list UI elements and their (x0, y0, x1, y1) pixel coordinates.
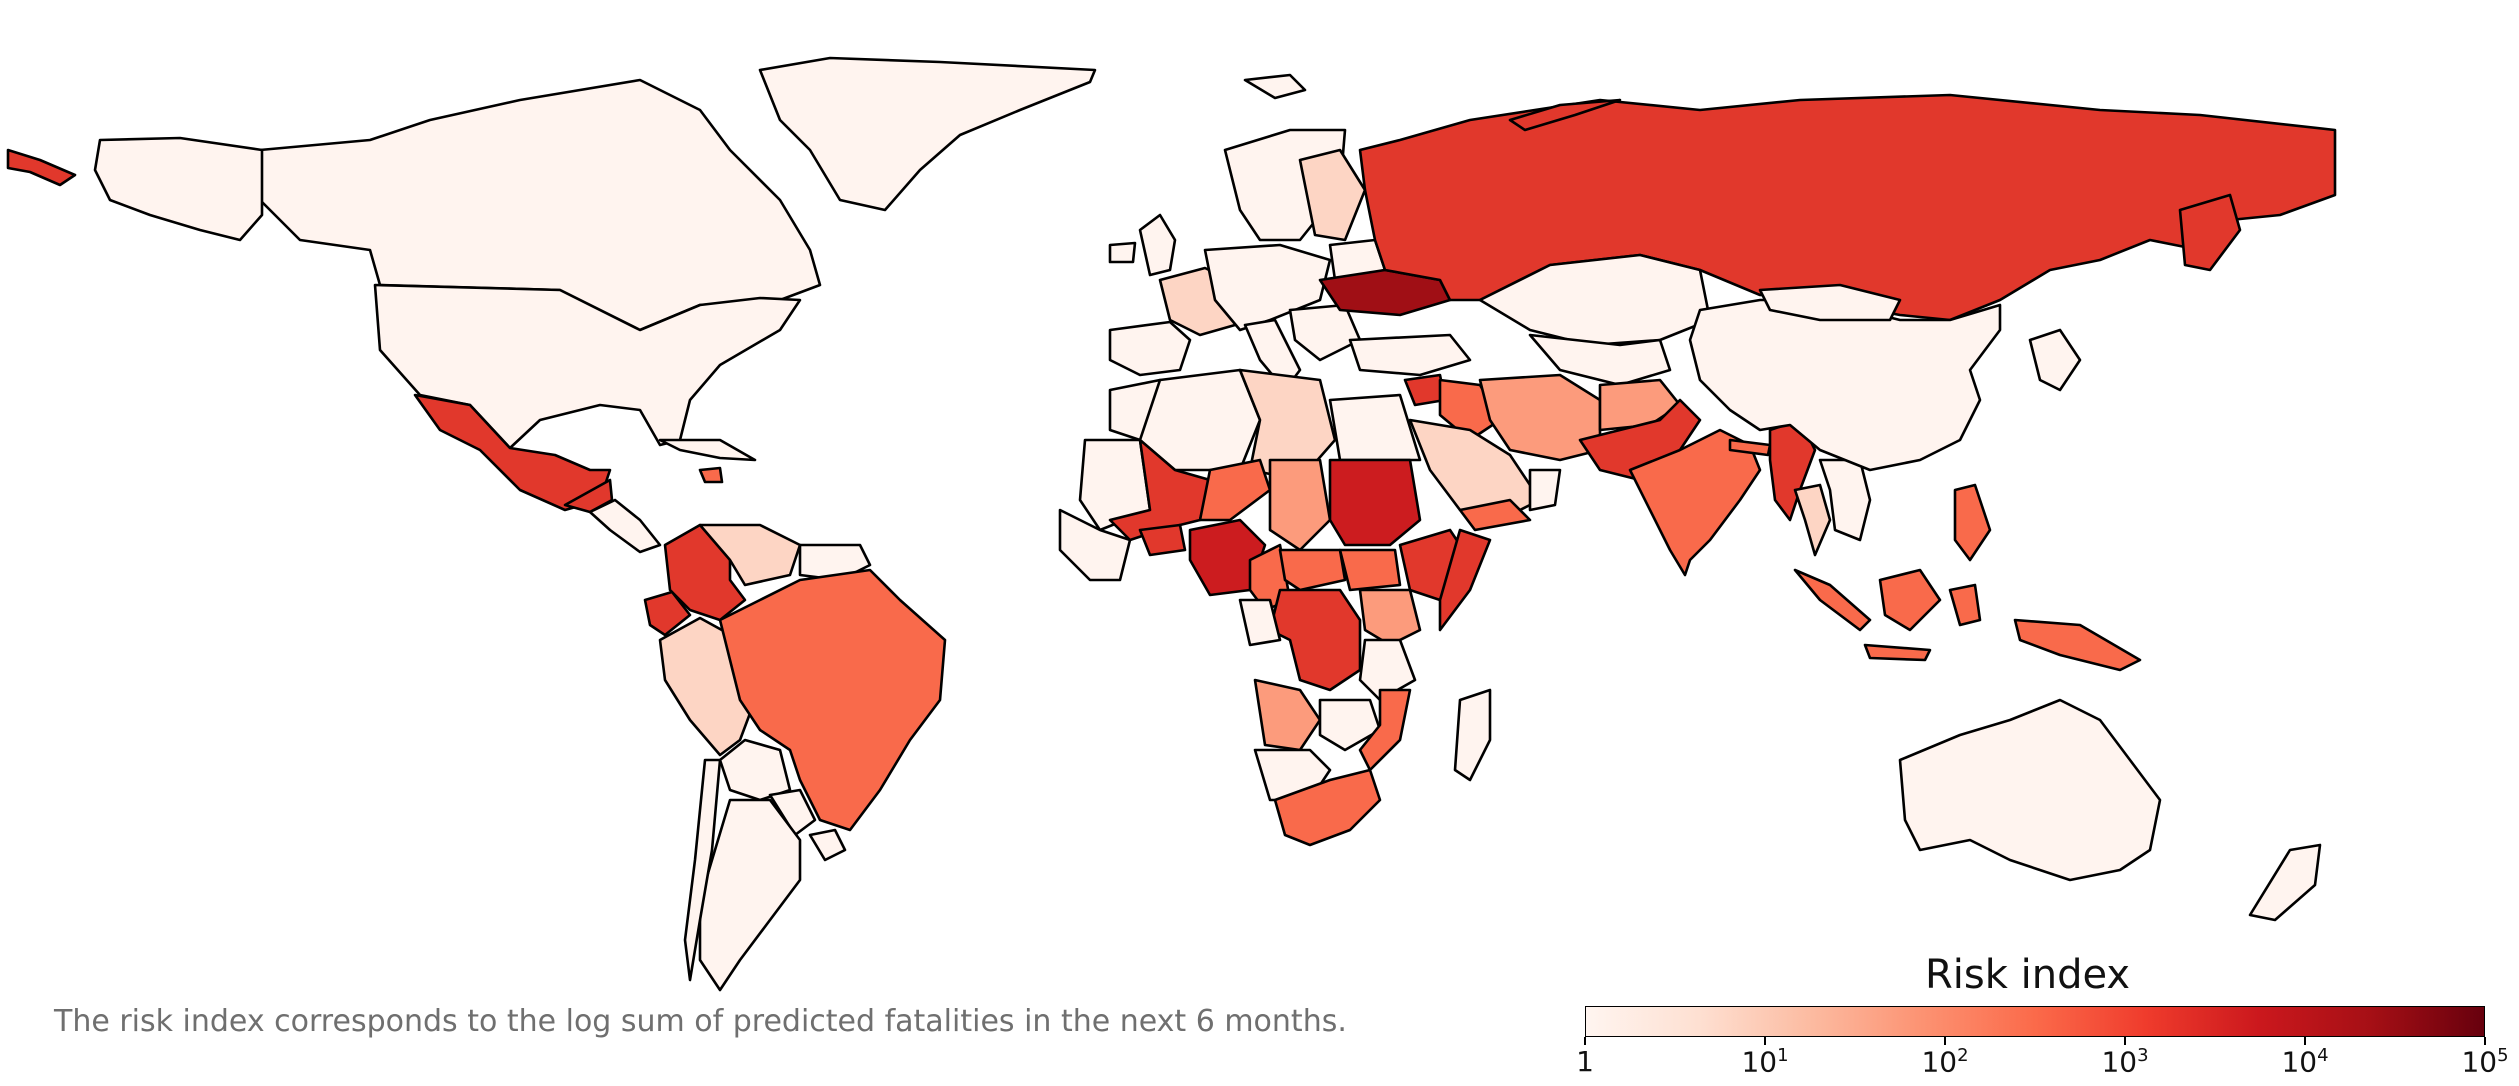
country-china (1688, 298, 2002, 472)
country-canada (258, 78, 822, 332)
country-balkans (1288, 303, 1362, 362)
country-central-america (588, 498, 662, 554)
country-somalia (1438, 528, 1492, 632)
country-angola (1253, 678, 1322, 752)
legend-title: Risk index (1925, 952, 2131, 998)
country-central-asia-stans (1528, 333, 1672, 387)
country-chile (683, 758, 722, 982)
country-car (1278, 548, 1347, 592)
country-novaya-zemlya (1508, 98, 1622, 132)
country-brazil (718, 568, 947, 832)
country-south-sudan (1338, 548, 1402, 592)
country-burkina-faso (1138, 523, 1187, 557)
country-india (1628, 428, 1762, 577)
country-congo-gabon (1238, 598, 1282, 647)
country-bolivia (718, 738, 792, 802)
country-madagascar (1453, 688, 1492, 782)
country-niger (1198, 458, 1272, 522)
country-russia (1358, 93, 2337, 322)
country-thailand (1793, 483, 1832, 557)
country-egypt (1328, 393, 1422, 462)
country-turkey (1348, 333, 1472, 377)
country-sulawesi (1948, 583, 1982, 627)
colorbar-tick (2304, 1037, 2306, 1045)
country-java (1863, 643, 1932, 662)
country-uk (1138, 213, 1177, 277)
country-sudan (1328, 458, 1422, 547)
colorbar-tick (2124, 1037, 2126, 1045)
country-zambia-zimbabwe (1318, 698, 1382, 752)
colorbar-tick-label: 101 (1741, 1045, 1789, 1079)
country-finland (1298, 148, 1367, 242)
country-korea-japan (2028, 328, 2082, 392)
colorbar-tick-label: 104 (2281, 1045, 2329, 1079)
country-pakistan (1578, 398, 1702, 482)
country-haiti (698, 466, 724, 484)
country-west-africa (1058, 508, 1132, 582)
country-nepal (1728, 438, 1772, 457)
country-greenland (758, 56, 1097, 212)
colorbar-tick (2484, 1037, 2486, 1045)
country-philippines (1953, 483, 1992, 562)
country-kenya-uganda (1358, 588, 1422, 647)
colorbar-tick-label: 1 (1576, 1045, 1594, 1078)
colorbar-tick (1584, 1037, 1586, 1045)
country-iceland (1243, 73, 1307, 100)
country-alaska-aleutian (6, 148, 77, 187)
country-alaska (93, 136, 264, 242)
country-australia (1898, 698, 2162, 882)
map-caption: The risk index corresponds to the log su… (54, 1004, 1347, 1039)
country-cuba (658, 438, 757, 462)
country-oman (1528, 468, 1562, 512)
colorbar-tick-label: 103 (2101, 1045, 2149, 1079)
country-borneo (1878, 568, 1942, 632)
colorbar-tick-label: 102 (1921, 1045, 1969, 1079)
country-new-zealand (2248, 843, 2322, 922)
country-spain-portugal (1108, 320, 1192, 377)
colorbar-tick-label: 105 (2461, 1045, 2509, 1079)
colorbar-tick (1764, 1037, 1766, 1045)
country-ireland (1108, 241, 1137, 264)
country-new-guinea (2013, 618, 2142, 672)
country-mongolia (1758, 283, 1902, 322)
country-iran (1478, 373, 1602, 462)
country-venezuela (698, 523, 802, 587)
country-drc (1268, 588, 1362, 692)
risk-colorbar (1585, 1006, 2485, 1037)
country-chad (1268, 458, 1332, 552)
colorbar-tick (1944, 1037, 1946, 1045)
country-kamchatka (2178, 193, 2242, 272)
world-risk-map (6, 56, 2337, 992)
country-uruguay (808, 828, 847, 862)
country-sumatra (1793, 568, 1872, 632)
country-south-africa (1273, 768, 1382, 847)
country-ecuador (643, 590, 692, 637)
country-yemen (1458, 498, 1532, 532)
